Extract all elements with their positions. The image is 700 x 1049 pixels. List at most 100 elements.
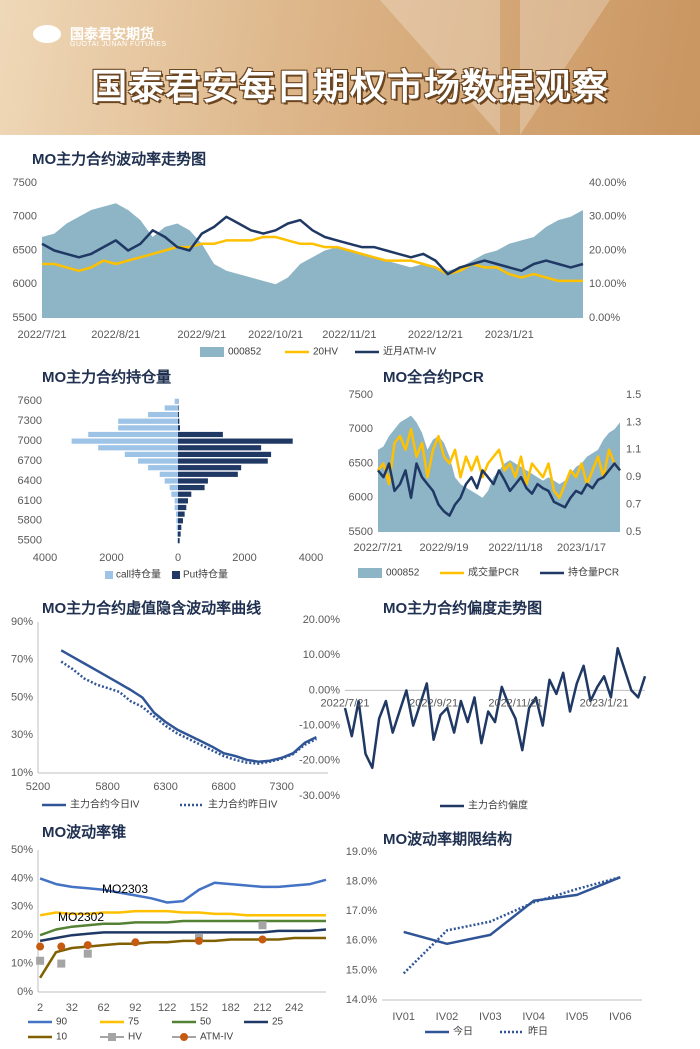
x-tick-label: 2022/8/21 bbox=[91, 329, 140, 341]
y2-tick-label: 1.1 bbox=[626, 444, 641, 456]
x-tick-label: 152 bbox=[190, 1002, 208, 1014]
y-tick-label: 14.0% bbox=[346, 994, 377, 1006]
x-tick-label: 2022/11/18 bbox=[488, 542, 542, 554]
line bbox=[39, 877, 327, 904]
bar bbox=[178, 538, 180, 544]
logo-subtext: GUOTAI JUNAN FUTURES bbox=[70, 41, 167, 48]
y-tick-label: 20.00% bbox=[303, 614, 341, 626]
legend-label: Put持仓量 bbox=[183, 568, 228, 581]
y-tick-label: 7600 bbox=[18, 395, 42, 407]
bar bbox=[178, 491, 192, 497]
x-tick-label: 2000 bbox=[99, 552, 123, 564]
bar bbox=[178, 405, 179, 411]
x-tick-label: 212 bbox=[253, 1002, 271, 1014]
x-tick-label: 6300 bbox=[153, 781, 177, 793]
legend-label: 20HV bbox=[313, 347, 338, 358]
y-tick-label: 18.0% bbox=[346, 876, 377, 888]
x-tick-label: 32 bbox=[66, 1002, 78, 1014]
bar bbox=[178, 418, 180, 424]
scatter-point bbox=[57, 942, 66, 951]
bar bbox=[138, 458, 178, 464]
line bbox=[377, 428, 621, 500]
logo-icon bbox=[33, 25, 61, 43]
bar bbox=[176, 518, 178, 524]
y2-tick-label: 1.5 bbox=[626, 389, 641, 401]
chart-title: MO全合约PCR bbox=[383, 368, 484, 386]
y-tick-label: 70% bbox=[11, 654, 33, 666]
x-tick-label: 122 bbox=[158, 1002, 176, 1014]
line bbox=[402, 875, 621, 975]
y-tick-label: 7500 bbox=[349, 389, 373, 401]
y-tick-label: 17.0% bbox=[346, 905, 377, 917]
bar bbox=[174, 498, 178, 504]
scatter-point bbox=[258, 935, 267, 944]
line bbox=[41, 215, 584, 276]
line bbox=[60, 649, 317, 763]
bar bbox=[174, 398, 178, 404]
x-tick-label: 2022/12/21 bbox=[408, 329, 463, 341]
x-tick-label: 2022/9/21 bbox=[177, 329, 226, 341]
scatter-point bbox=[258, 921, 267, 930]
y-tick-label: 7000 bbox=[349, 423, 373, 435]
legend-label: 今日 bbox=[453, 1025, 473, 1038]
chart-title: MO主力合约虚值隐含波动率曲线 bbox=[42, 599, 261, 617]
bar bbox=[176, 511, 178, 517]
legend-label: 75 bbox=[128, 1017, 140, 1028]
bar bbox=[176, 524, 178, 531]
legend-label: 000852 bbox=[228, 347, 262, 358]
logo-text: 国泰君安期货 bbox=[70, 26, 154, 42]
line bbox=[60, 660, 317, 765]
bar bbox=[118, 418, 178, 424]
x-tick-label: 242 bbox=[285, 1002, 303, 1014]
header: 国泰君安期货 GUOTAI JUNAN FUTURES 国泰君安每日期权市场数据… bbox=[0, 0, 700, 135]
y2-tick-label: 0.7 bbox=[626, 499, 641, 511]
legend-swatch bbox=[108, 1033, 116, 1041]
bar bbox=[178, 531, 181, 537]
y-tick-label: 16.0% bbox=[346, 935, 377, 947]
line bbox=[403, 876, 621, 946]
bar bbox=[169, 484, 178, 491]
annotation: MO2302 bbox=[58, 910, 104, 924]
x-tick-label: IV02 bbox=[436, 1011, 459, 1023]
bar bbox=[178, 518, 183, 524]
y-tick-label: 90% bbox=[11, 616, 33, 628]
y-tick-label: 0% bbox=[17, 986, 33, 998]
y-tick-label: 0.00% bbox=[309, 684, 340, 696]
y-tick-label: 19.0% bbox=[346, 846, 377, 858]
scatter-point bbox=[36, 942, 45, 951]
y-tick-label: 15.0% bbox=[346, 964, 377, 976]
line bbox=[39, 909, 326, 917]
y2-tick-label: 0.00% bbox=[589, 312, 620, 324]
y-tick-label: 10% bbox=[11, 958, 33, 970]
bar bbox=[164, 405, 178, 411]
legend-label: 90 bbox=[56, 1017, 68, 1028]
bar bbox=[178, 498, 188, 504]
bar bbox=[177, 531, 178, 537]
y-tick-label: 5500 bbox=[13, 312, 37, 324]
bar bbox=[178, 425, 180, 431]
scatter-point bbox=[36, 956, 45, 965]
bar bbox=[178, 451, 272, 458]
decor bbox=[380, 0, 500, 135]
x-tick-label: IV01 bbox=[392, 1011, 415, 1023]
y-tick-label: 10% bbox=[11, 767, 33, 779]
line bbox=[377, 462, 621, 517]
bar bbox=[178, 504, 187, 511]
legend-label: 主力合约今日IV bbox=[70, 798, 140, 811]
y-tick-label: -20.00% bbox=[299, 755, 340, 767]
y-tick-label: 6500 bbox=[349, 457, 373, 469]
y-tick-label: -30.00% bbox=[299, 790, 340, 802]
x-tick-label: 2022/7/21 bbox=[354, 542, 403, 554]
chart-title: MO主力合约偏度走势图 bbox=[383, 599, 542, 617]
y-tick-label: 10.00% bbox=[303, 649, 341, 661]
y-tick-label: 5500 bbox=[349, 526, 373, 538]
x-tick-label: 7300 bbox=[269, 781, 293, 793]
legend-label: 10 bbox=[56, 1032, 68, 1043]
y-tick-label: 6500 bbox=[13, 244, 37, 256]
x-tick-label: 2022/7/21 bbox=[18, 329, 67, 341]
bar bbox=[178, 471, 238, 477]
y-tick-label: 7000 bbox=[18, 435, 42, 447]
x-tick-label: 92 bbox=[129, 1002, 141, 1014]
x-tick-label: 2000 bbox=[232, 552, 256, 564]
